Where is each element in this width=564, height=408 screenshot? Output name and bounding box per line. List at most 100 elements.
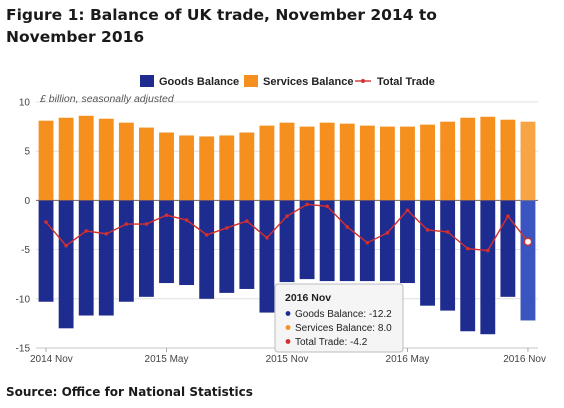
total-trade-point — [44, 220, 48, 224]
x-tick-label: 2015 Nov — [266, 354, 309, 365]
total-trade-point — [204, 233, 209, 237]
bars — [38, 115, 536, 335]
services-bar — [159, 132, 174, 201]
goods-bar — [159, 200, 174, 284]
x-tick-label: 2016 Nov — [503, 354, 546, 365]
legend: Goods Balance Services Balance Total Trade — [140, 75, 435, 88]
goods-bar — [400, 200, 415, 284]
services-bar — [460, 117, 476, 201]
goods-bar — [78, 200, 94, 316]
tooltip: 2016 Nov Goods Balance: -12.2 Services Bal… — [274, 283, 404, 353]
y-tick-label: -10 — [16, 294, 31, 305]
services-bar — [420, 124, 435, 201]
services-bar — [319, 122, 335, 201]
tooltip-line: Goods Balance: -12.2 — [295, 309, 392, 320]
total-trade-point — [385, 231, 390, 235]
legend-label: Total Trade — [377, 76, 435, 88]
total-trade-point — [506, 214, 510, 218]
services-bar — [118, 122, 134, 201]
services-bar — [179, 135, 195, 201]
total-trade-point — [523, 237, 533, 247]
goods-bar — [379, 200, 395, 282]
services-bar — [58, 117, 74, 201]
goods-bar — [58, 200, 74, 329]
goods-bar — [339, 200, 355, 282]
tooltip-dot — [285, 339, 291, 344]
goods-bar — [420, 200, 435, 306]
services-bar — [199, 136, 215, 201]
services-bar — [480, 116, 496, 201]
tooltip-line: Total Trade: -4.2 — [295, 337, 368, 348]
services-bar — [38, 120, 54, 201]
goods-bar — [38, 200, 54, 302]
goods-bar — [259, 200, 275, 313]
y-tick-label: 5 — [24, 147, 30, 158]
goods-bar — [520, 200, 536, 321]
services-bar — [239, 132, 255, 201]
services-bar — [379, 126, 395, 201]
total-trade-point — [104, 232, 109, 236]
goods-bar — [319, 200, 335, 282]
services-bar — [440, 121, 456, 201]
services-bar — [299, 126, 315, 201]
legend-item: Goods Balance — [140, 75, 239, 88]
total-trade-point — [425, 228, 430, 232]
legend-swatch — [244, 75, 258, 87]
total-trade-point — [164, 213, 169, 217]
goods-bar — [500, 200, 516, 297]
goods-bar — [219, 200, 235, 293]
total-trade-point — [184, 218, 189, 222]
goods-bar — [179, 200, 195, 286]
goods-bar — [460, 200, 476, 332]
legend-swatch — [140, 75, 154, 87]
legend-item: Total Trade — [355, 76, 435, 88]
total-trade-point — [305, 202, 309, 207]
total-trade-point — [445, 230, 450, 234]
goods-bar — [239, 200, 255, 289]
total-trade-point — [265, 235, 269, 240]
total-trade-point — [224, 226, 229, 230]
total-trade-point — [465, 246, 470, 251]
services-bar — [259, 125, 275, 201]
total-trade-point — [486, 248, 490, 253]
legend-item: Services Balance — [244, 75, 354, 88]
services-bar — [339, 123, 355, 201]
services-bar — [78, 115, 94, 201]
y-tick-label: 10 — [19, 98, 31, 109]
total-trade-line — [44, 202, 533, 253]
page-title: Figure 1: Balance of UK trade, November … — [6, 6, 437, 46]
goods-bar — [199, 200, 215, 299]
legend-marker — [361, 79, 365, 83]
services-bar — [520, 121, 536, 201]
goods-bar — [480, 200, 496, 335]
y-tick-label: -5 — [21, 245, 30, 256]
x-tick-label: 2016 May — [386, 354, 430, 365]
legend-label: Goods Balance — [159, 76, 239, 88]
y-tick-label: 0 — [24, 196, 30, 207]
total-trade-point — [365, 240, 370, 245]
services-bar — [139, 127, 154, 201]
tooltip-dot — [285, 311, 291, 316]
services-bar — [359, 125, 375, 201]
goods-bar — [359, 200, 375, 282]
tooltip-line: Services Balance: 8.0 — [295, 323, 392, 334]
total-trade-point — [245, 219, 249, 223]
services-bar — [279, 122, 295, 201]
tooltip-box — [274, 283, 404, 353]
total-trade-point — [124, 222, 129, 226]
goods-bar — [440, 200, 456, 311]
x-tick-label: 2014 Nov — [30, 354, 73, 365]
y-tick-label: -15 — [16, 344, 31, 355]
tooltip-dot — [285, 325, 291, 330]
unit-note: £ billion, seasonally adjusted — [39, 93, 175, 105]
total-trade-point — [345, 225, 350, 229]
total-trade-point — [84, 229, 88, 233]
total-trade-point — [144, 222, 149, 226]
services-bar — [219, 135, 235, 201]
goods-bar — [118, 200, 134, 302]
goods-bar — [299, 200, 315, 280]
tooltip-title: 2016 Nov — [285, 292, 331, 304]
